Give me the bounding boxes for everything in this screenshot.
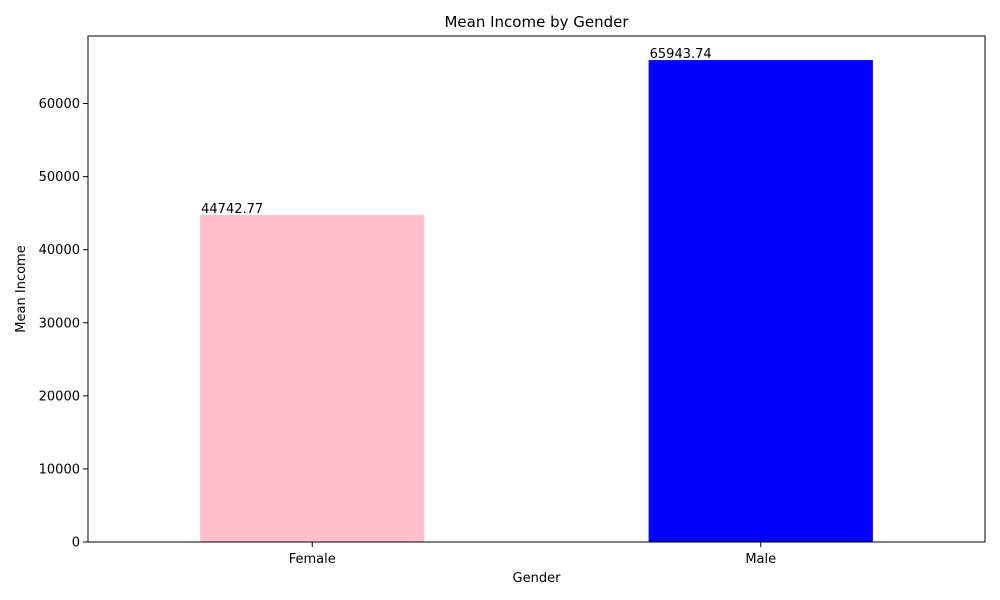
x-axis-title: Gender — [513, 571, 562, 586]
y-tick-label: 10000 — [39, 462, 80, 477]
y-tick-label: 40000 — [39, 243, 80, 258]
x-tick-label-male: Male — [745, 552, 776, 567]
data-label-female: 44742.77 — [201, 202, 263, 217]
y-tick-label: 30000 — [39, 316, 80, 331]
y-tick-label: 0 — [72, 536, 80, 551]
x-tick-label-female: Female — [289, 552, 336, 567]
y-tick-label: 20000 — [39, 389, 80, 404]
y-tick-label: 60000 — [39, 97, 80, 112]
y-axis: 0 10000 20000 30000 40000 50000 60000 — [39, 97, 88, 551]
axes-frame — [87, 35, 986, 543]
data-label-male: 65943.74 — [650, 47, 712, 62]
chart-title: Mean Income by Gender — [444, 13, 629, 31]
bar-male — [648, 60, 873, 542]
plot-area: 44742.77 65943.74 — [200, 47, 873, 542]
y-axis-title: Mean Income — [14, 245, 29, 332]
y-tick-label: 50000 — [39, 170, 80, 185]
x-axis: Female Male — [289, 542, 776, 567]
bar-female — [200, 215, 425, 542]
